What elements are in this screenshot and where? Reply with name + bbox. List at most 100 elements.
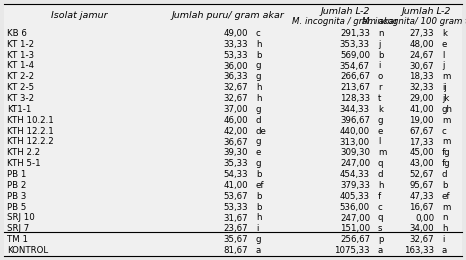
Text: PB 1: PB 1: [7, 170, 27, 179]
Text: 24,67: 24,67: [409, 51, 434, 60]
Text: 247,00: 247,00: [340, 213, 370, 223]
Text: KTH 2.2: KTH 2.2: [7, 148, 40, 157]
Text: 1075,33: 1075,33: [335, 246, 370, 255]
Text: 569,00: 569,00: [340, 51, 370, 60]
Text: 52,67: 52,67: [409, 170, 434, 179]
Text: 266,67: 266,67: [340, 72, 370, 81]
Text: KT 1-4: KT 1-4: [7, 62, 34, 70]
Text: SRJ 10: SRJ 10: [7, 213, 35, 223]
Text: e: e: [442, 40, 447, 49]
Text: 440,00: 440,00: [340, 127, 370, 136]
Text: d: d: [256, 116, 261, 125]
Text: 32,33: 32,33: [409, 83, 434, 92]
Text: 19,00: 19,00: [410, 116, 434, 125]
Text: 67,67: 67,67: [409, 127, 434, 136]
Text: g: g: [256, 159, 261, 168]
Text: e: e: [256, 148, 261, 157]
Text: k: k: [378, 105, 383, 114]
Text: e: e: [378, 127, 384, 136]
Text: KTH 12.2.1: KTH 12.2.1: [7, 127, 54, 136]
Text: h: h: [256, 213, 261, 223]
Text: ef: ef: [256, 181, 265, 190]
Text: 32,67: 32,67: [223, 83, 248, 92]
Text: 33,33: 33,33: [223, 40, 248, 49]
Text: h: h: [442, 224, 447, 233]
Text: fg: fg: [442, 159, 451, 168]
Text: h: h: [256, 83, 261, 92]
Text: 454,33: 454,33: [340, 170, 370, 179]
Text: 309,30: 309,30: [340, 148, 370, 157]
Text: 163,33: 163,33: [404, 246, 434, 255]
Text: t: t: [378, 94, 381, 103]
Text: b: b: [378, 51, 384, 60]
Text: q: q: [378, 159, 384, 168]
Text: 35,33: 35,33: [223, 159, 248, 168]
Text: 29,00: 29,00: [410, 94, 434, 103]
Text: b: b: [442, 181, 447, 190]
Text: 35,67: 35,67: [223, 235, 248, 244]
Text: 48,00: 48,00: [409, 40, 434, 49]
Text: k: k: [442, 29, 447, 38]
Text: 256,67: 256,67: [340, 235, 370, 244]
Text: b: b: [256, 51, 261, 60]
Text: 151,00: 151,00: [340, 224, 370, 233]
Text: gh: gh: [442, 105, 453, 114]
Text: KT1-1: KT1-1: [7, 105, 31, 114]
Text: 36,00: 36,00: [223, 62, 248, 70]
Text: Jumlah L-2: Jumlah L-2: [320, 6, 370, 16]
Text: 213,67: 213,67: [340, 83, 370, 92]
Text: KONTROL: KONTROL: [7, 246, 48, 255]
Text: 354,67: 354,67: [340, 62, 370, 70]
Text: Isolat jamur: Isolat jamur: [51, 11, 108, 21]
Text: 16,67: 16,67: [409, 203, 434, 212]
Text: Jumlah L-2: Jumlah L-2: [401, 6, 451, 16]
Text: 45,00: 45,00: [409, 148, 434, 157]
Text: a: a: [256, 246, 261, 255]
Text: 17,33: 17,33: [409, 138, 434, 146]
Text: 344,33: 344,33: [340, 105, 370, 114]
Text: 353,33: 353,33: [340, 40, 370, 49]
Text: 0,00: 0,00: [415, 213, 434, 223]
Text: 36,67: 36,67: [223, 138, 248, 146]
Text: 54,33: 54,33: [223, 170, 248, 179]
Text: b: b: [256, 203, 261, 212]
Text: ij: ij: [442, 83, 447, 92]
Text: 43,00: 43,00: [409, 159, 434, 168]
Text: PB 2: PB 2: [7, 181, 27, 190]
Text: i: i: [256, 224, 258, 233]
Text: b: b: [256, 192, 261, 201]
Text: KB 6: KB 6: [7, 29, 27, 38]
Text: 95,67: 95,67: [410, 181, 434, 190]
Text: q: q: [378, 213, 384, 223]
Text: KTH 12.2.2: KTH 12.2.2: [7, 138, 54, 146]
Text: j: j: [442, 62, 445, 70]
Text: 49,00: 49,00: [224, 29, 248, 38]
Text: jk: jk: [442, 94, 449, 103]
Text: d: d: [442, 170, 447, 179]
Text: KT 3-2: KT 3-2: [7, 94, 34, 103]
Text: c: c: [378, 203, 383, 212]
Text: m: m: [442, 116, 450, 125]
Text: g: g: [256, 72, 261, 81]
Text: g: g: [256, 235, 261, 244]
Text: i: i: [378, 62, 380, 70]
Text: 41,00: 41,00: [223, 181, 248, 190]
Text: 42,00: 42,00: [223, 127, 248, 136]
Text: 47,33: 47,33: [409, 192, 434, 201]
Text: m: m: [442, 138, 450, 146]
Text: 18,33: 18,33: [409, 72, 434, 81]
Text: M. incognita / gram akar: M. incognita / gram akar: [292, 16, 398, 25]
Text: g: g: [378, 116, 384, 125]
Text: 30,67: 30,67: [409, 62, 434, 70]
Text: 247,00: 247,00: [340, 159, 370, 168]
Text: n: n: [442, 213, 447, 223]
Text: m: m: [378, 148, 386, 157]
Text: KT 2-5: KT 2-5: [7, 83, 34, 92]
Text: 34,00: 34,00: [409, 224, 434, 233]
Text: l: l: [378, 138, 380, 146]
Text: 536,00: 536,00: [340, 203, 370, 212]
Text: 379,33: 379,33: [340, 181, 370, 190]
Text: 405,33: 405,33: [340, 192, 370, 201]
Text: 128,33: 128,33: [340, 94, 370, 103]
Text: KT 1-3: KT 1-3: [7, 51, 34, 60]
